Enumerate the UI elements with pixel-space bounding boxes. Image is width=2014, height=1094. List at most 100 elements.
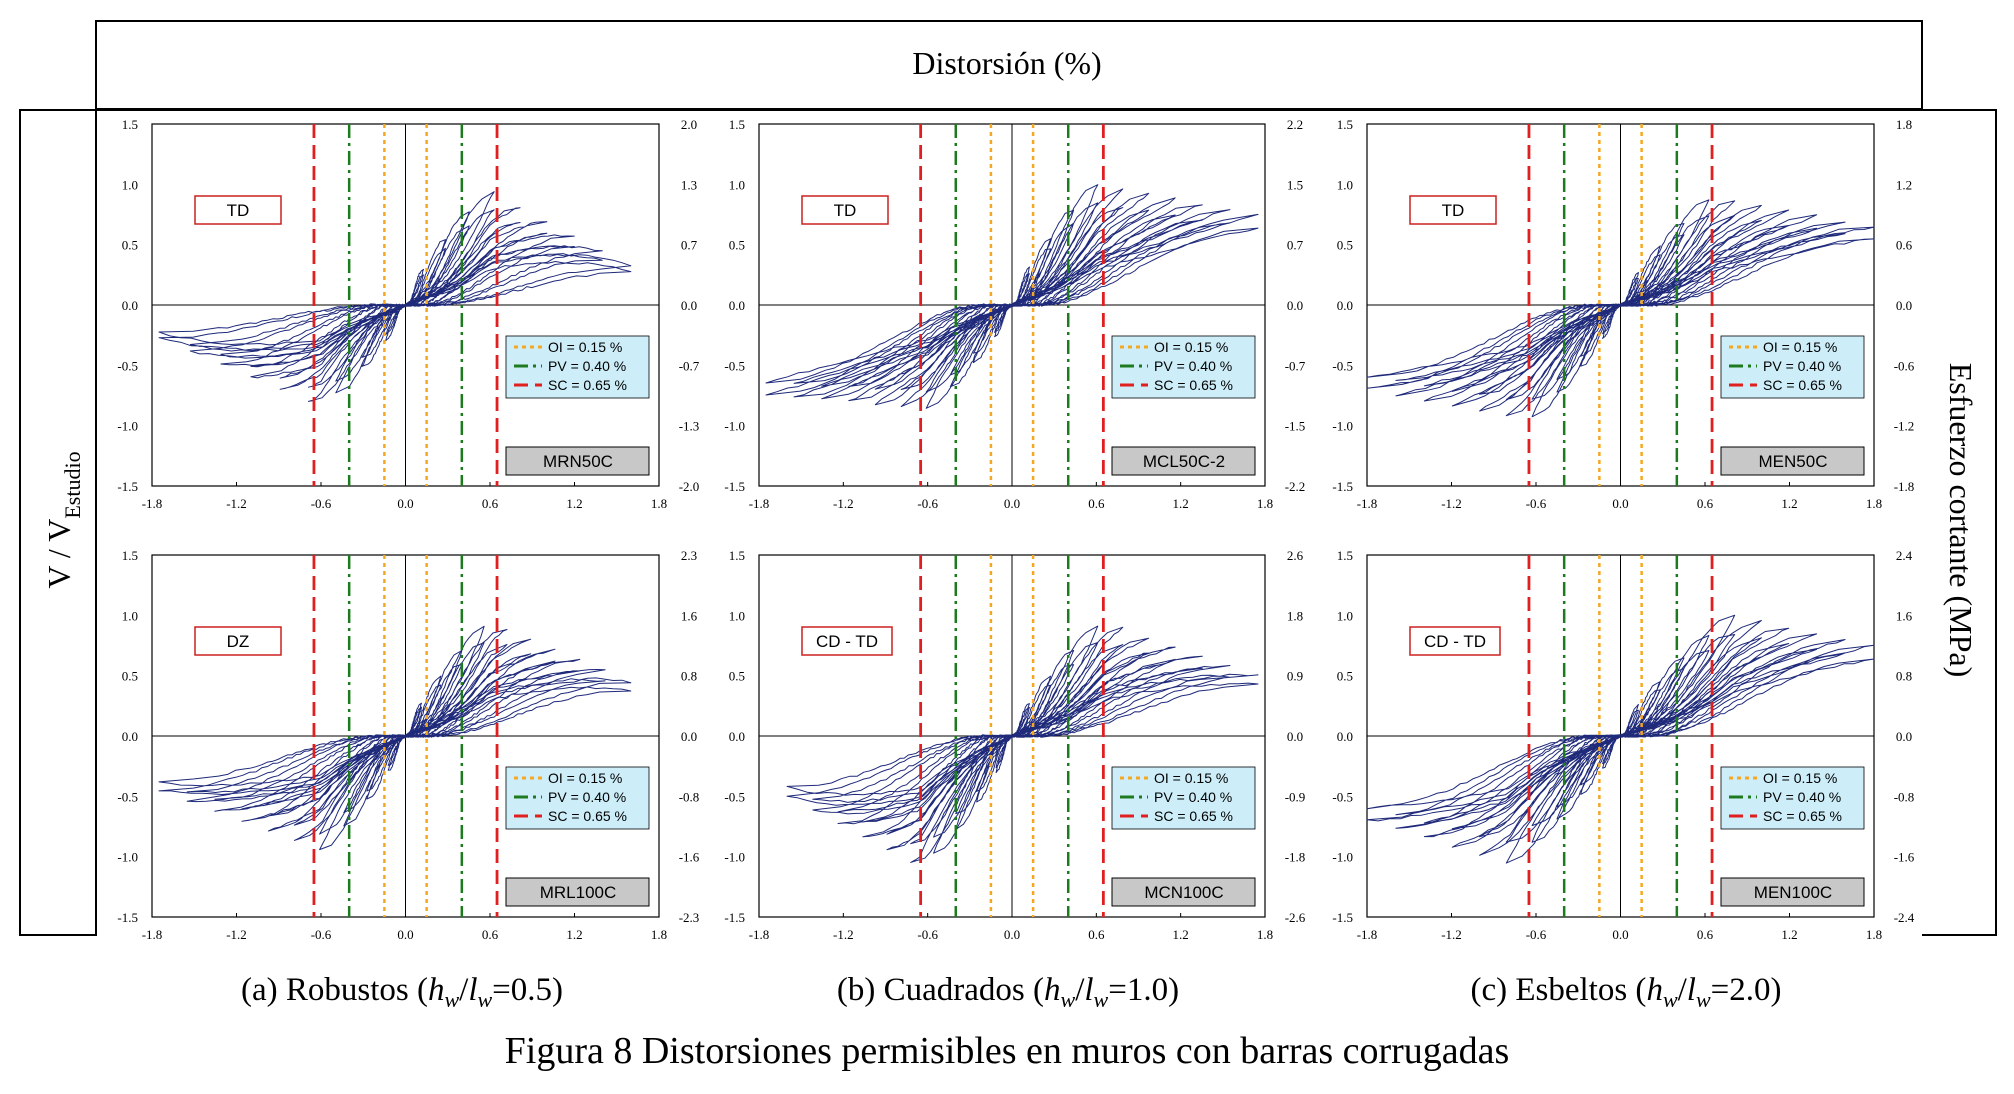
- legend-box: [1720, 335, 1865, 399]
- y-tick-label: 1.5: [729, 548, 745, 563]
- y-tick-label: 0.5: [1337, 238, 1353, 253]
- y2-tick-label: -2.6: [1285, 910, 1306, 925]
- failure-mode-tag-label: CD - TD: [816, 632, 878, 651]
- header-title: Distorsión (%): [912, 45, 1101, 81]
- left-axis-label-main: V / V: [41, 519, 77, 589]
- y2-tick-label: 0.0: [681, 298, 697, 313]
- specimen-name: MEN50C: [1720, 446, 1865, 476]
- y2-tick-label: 2.6: [1287, 548, 1304, 563]
- y2-tick-label: 0.0: [1896, 298, 1912, 313]
- x-tick-label: -0.6: [311, 927, 332, 942]
- y2-tick-label: 1.8: [1896, 117, 1912, 132]
- x-tick-label: 0.0: [397, 496, 413, 511]
- x-tick-label: 0.0: [397, 927, 413, 942]
- specimen-name: MCL50C-2: [1111, 446, 1256, 476]
- y-tick-label: -0.5: [724, 789, 745, 804]
- failure-mode-tag-label: CD - TD: [1424, 632, 1486, 651]
- figure-caption: Figura 8 Distorsiones permisibles en mur…: [505, 1030, 1510, 1072]
- y-tick-label: -1.0: [117, 850, 138, 865]
- y-tick-label: 0.0: [1337, 298, 1353, 313]
- specimen-name: MRN50C: [505, 446, 650, 476]
- x-tick-label: -1.8: [749, 927, 770, 942]
- legend: OI = 0.15 % PV = 0.40 % SC = 0.65 %: [505, 766, 650, 830]
- failure-mode-tag-box: [1409, 195, 1497, 225]
- x-tick-label: 0.0: [1004, 927, 1020, 942]
- y-tick-label: 1.5: [122, 548, 138, 563]
- y2-tick-label: 2.3: [681, 548, 697, 563]
- x-tick-label: 0.6: [482, 927, 499, 942]
- x-tick-label: -1.8: [142, 496, 163, 511]
- x-tick-label: 1.2: [1781, 496, 1797, 511]
- y2-tick-label: -1.6: [679, 850, 700, 865]
- specimen-name: MEN100C: [1720, 877, 1865, 907]
- specimen-name: MRL100C: [505, 877, 650, 907]
- y-tick-label: -0.5: [724, 358, 745, 373]
- legend-entry: PV = 0.40 %: [1154, 789, 1232, 805]
- y-tick-label: 0.5: [729, 238, 745, 253]
- y2-tick-label: 1.5: [1287, 177, 1303, 192]
- y-tick-label: 1.5: [729, 117, 745, 132]
- specimen-name-label: MRL100C: [540, 883, 617, 902]
- y2-tick-label: -0.8: [679, 789, 700, 804]
- legend-box: [1720, 766, 1865, 830]
- x-tick-label: -1.8: [1357, 496, 1378, 511]
- specimen-name-label: MCN100C: [1144, 883, 1223, 902]
- failure-mode-tag-box: [194, 195, 282, 225]
- y-tick-label: -1.5: [1332, 479, 1353, 494]
- y-tick-label: -1.0: [724, 850, 745, 865]
- specimen-name-label: MCL50C-2: [1143, 452, 1225, 471]
- y2-tick-label: -1.8: [1894, 479, 1915, 494]
- failure-mode-tag-label: DZ: [227, 632, 250, 651]
- legend: OI = 0.15 % PV = 0.40 % SC = 0.65 %: [1720, 335, 1865, 399]
- specimen-name-box: [1111, 877, 1256, 907]
- x-tick-label: -1.2: [1441, 496, 1462, 511]
- x-tick-label: 0.6: [1697, 496, 1714, 511]
- y2-tick-label: 0.6: [1896, 238, 1913, 253]
- x-tick-label: -1.8: [142, 927, 163, 942]
- y2-tick-label: 1.6: [1896, 608, 1913, 623]
- y-tick-label: 0.0: [1337, 729, 1353, 744]
- legend-entry: SC = 0.65 %: [548, 377, 627, 393]
- legend-box: [1111, 335, 1256, 399]
- x-tick-label: -1.2: [1441, 927, 1462, 942]
- y-tick-label: 1.0: [729, 608, 745, 623]
- column-label-b: (b) Cuadrados (hw/lw=1.0): [837, 972, 1179, 1012]
- left-axis-label-sub: Estudio: [60, 451, 85, 518]
- legend-entry: OI = 0.15 %: [548, 339, 622, 355]
- legend: OI = 0.15 % PV = 0.40 % SC = 0.65 %: [1111, 335, 1256, 399]
- x-tick-label: 0.0: [1004, 496, 1020, 511]
- chart-panel-MCN100C: -1.8 -1.2 -0.6 0.0 0.6 1.2 1.8 1.5 1.0 0.5 0.0 -0.5…: [724, 548, 1305, 942]
- chart-panels: -1.8 -1.2 -0.6 0.0 0.6 1.2 1.8 1.5 1.0 0.5 0.0 -0.5…: [117, 117, 1914, 942]
- column-label-c: (c) Esbeltos (hw/lw=2.0): [1470, 972, 1781, 1012]
- legend-entry: OI = 0.15 %: [1763, 770, 1837, 786]
- y2-tick-label: -2.4: [1894, 910, 1915, 925]
- hysteresis-curve: [158, 191, 632, 402]
- failure-mode-tag: TD: [194, 195, 282, 225]
- x-tick-label: 0.0: [1612, 927, 1628, 942]
- legend-entry: PV = 0.40 %: [1154, 358, 1232, 374]
- specimen-name-box: [1111, 446, 1256, 476]
- failure-mode-tag-box: [194, 626, 282, 656]
- y2-tick-label: 1.6: [681, 608, 698, 623]
- y-tick-label: -0.5: [117, 358, 138, 373]
- legend: OI = 0.15 % PV = 0.40 % SC = 0.65 %: [1111, 766, 1256, 830]
- specimen-name-label: MEN50C: [1759, 452, 1828, 471]
- y-tick-label: 0.0: [122, 729, 138, 744]
- y2-tick-label: 0.9: [1287, 669, 1303, 684]
- y2-tick-label: 2.2: [1287, 117, 1303, 132]
- y-tick-label: 0.5: [122, 669, 138, 684]
- chart-panel-MRL100C: -1.8 -1.2 -0.6 0.0 0.6 1.2 1.8 1.5 1.0 0.5 0.0 -0.5…: [117, 548, 699, 942]
- chart-panel-MEN50C: -1.8 -1.2 -0.6 0.0 0.6 1.2 1.8 1.5 1.0 0.5 0.0 -0.5…: [1332, 117, 1914, 511]
- y-tick-label: 1.5: [122, 117, 138, 132]
- y2-tick-label: 0.0: [1287, 729, 1303, 744]
- specimen-name-box: [505, 446, 650, 476]
- failure-mode-tag: CD - TD: [801, 626, 893, 656]
- hysteresis-curve: [1366, 199, 1875, 418]
- y2-tick-label: 1.3: [681, 177, 697, 192]
- chart-panel-MRN50C: -1.8 -1.2 -0.6 0.0 0.6 1.2 1.8 1.5 1.0 0.5 0.0 -0.5…: [117, 117, 699, 511]
- y-tick-label: 0.5: [729, 669, 745, 684]
- y2-tick-label: -0.9: [1285, 789, 1306, 804]
- hysteresis-curve: [786, 625, 1259, 863]
- x-tick-label: 1.8: [1257, 496, 1273, 511]
